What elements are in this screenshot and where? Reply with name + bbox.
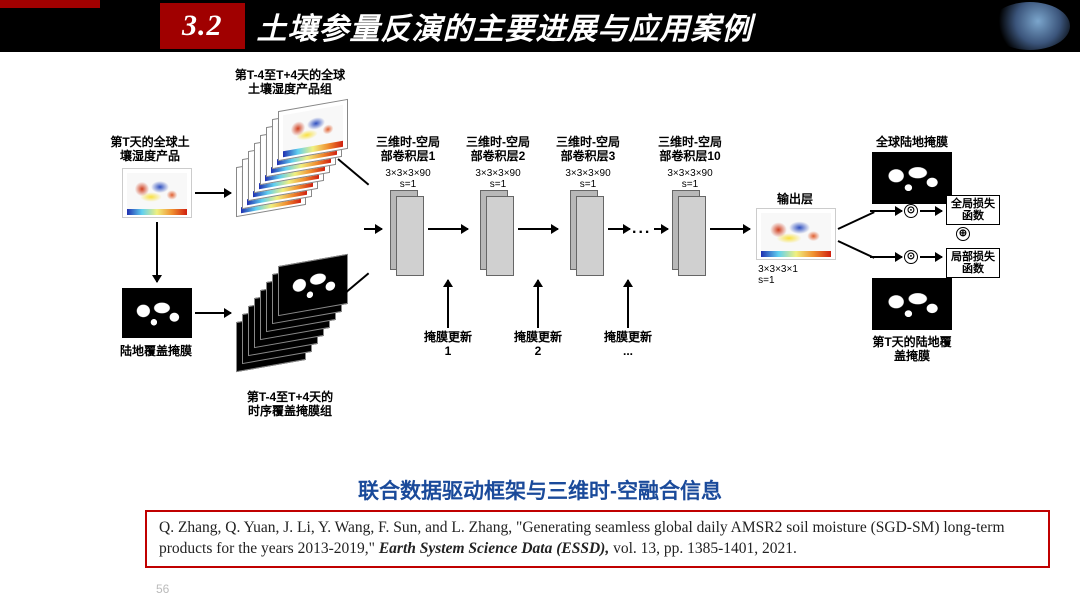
arrow-dots-c10 <box>654 228 668 230</box>
diagram-subtitle: 联合数据驱动框架与三维时-空融合信息 <box>0 475 1080 505</box>
conv10-dim: 3×3×3×90 s=1 <box>667 168 712 190</box>
arrow-c2-c3 <box>518 228 558 230</box>
arrow-to-stack-bottom <box>195 312 231 314</box>
mask-update-2: 掩膜更新 2 <box>514 330 562 359</box>
stack-top-label: 第T-4至T+4天的全球 土壤湿度产品组 <box>235 68 345 97</box>
arrow-to-op1 <box>870 210 902 212</box>
conv2-dim: 3×3×3×90 s=1 <box>475 168 520 190</box>
conv2-block <box>480 190 514 280</box>
loss-local-box: 局部损失 函数 <box>946 248 1000 278</box>
arrow-op1-to-loss <box>920 210 942 212</box>
global-mask-label: 全球陆地掩膜 <box>876 135 948 149</box>
stack-bottom-label: 第T-4至T+4天的 时序覆盖掩膜组 <box>247 390 333 419</box>
conv1-block <box>390 190 424 280</box>
arrow-mask1 <box>447 280 449 328</box>
output-dim: 3×3×3×1 s=1 <box>758 264 798 286</box>
citation-journal: Earth System Science Data (ESSD), <box>379 540 609 557</box>
op-global: ⊙ <box>904 204 918 218</box>
planet-icon <box>990 2 1070 50</box>
arrow-c3-dots <box>608 228 630 230</box>
mask-update-1: 掩膜更新 1 <box>424 330 472 359</box>
conv10-title: 三维时-空局 部卷积层10 <box>658 135 722 164</box>
arrow-c10-out <box>710 228 750 230</box>
tday-mask-label: 第T天的陆地覆 盖掩膜 <box>872 335 951 364</box>
input-bottom-label: 陆地覆盖掩膜 <box>120 344 192 358</box>
split-line-up <box>838 211 875 230</box>
conv3-title: 三维时-空局 部卷积层3 <box>556 135 620 164</box>
citation-volpages: vol. 13, pp. 1385-1401, 2021. <box>613 540 797 557</box>
input-mask-map <box>122 288 192 338</box>
citation-authors: Q. Zhang, Q. Yuan, J. Li, Y. Wang, F. Su… <box>159 519 512 536</box>
op-plus: ⊕ <box>956 227 970 241</box>
arrow-merge <box>364 228 382 230</box>
conv2-title: 三维时-空局 部卷积层2 <box>466 135 530 164</box>
section-number-badge: 3.2 <box>160 3 245 49</box>
loss-global-box: 全局损失 函数 <box>946 195 1000 225</box>
arrow-top-to-mask <box>156 222 158 282</box>
input-worldmap <box>122 168 192 218</box>
slide-header: 3.2 土壤参量反演的主要进展与应用案例 <box>0 0 1080 52</box>
arrow-mask2 <box>537 280 539 328</box>
conv10-block <box>672 190 706 280</box>
op-local: ⊙ <box>904 250 918 264</box>
output-worldmap <box>756 208 836 260</box>
conv3-block <box>570 190 604 280</box>
input-top-label: 第T天的全球土 壤湿度产品 <box>110 135 189 164</box>
arrow-c1-c2 <box>428 228 468 230</box>
slide-title: 土壤参量反演的主要进展与应用案例 <box>257 4 753 48</box>
tday-mask-map <box>872 278 952 330</box>
worldmap-stack <box>236 105 346 225</box>
arrow-to-op2 <box>870 256 902 258</box>
output-title: 输出层 <box>777 192 813 206</box>
conv3-dim: 3×3×3×90 s=1 <box>565 168 610 190</box>
ellipsis-dots: ... <box>632 220 651 238</box>
conv1-title: 三维时-空局 部卷积层1 <box>376 135 440 164</box>
citation-box: Q. Zhang, Q. Yuan, J. Li, Y. Wang, F. Su… <box>145 510 1050 568</box>
arrow-to-stack-top <box>195 192 231 194</box>
global-mask-map <box>872 152 952 204</box>
header-accent-bar <box>0 0 100 8</box>
arrow-op2-to-loss <box>920 256 942 258</box>
mask-update-3: 掩膜更新 ... <box>604 330 652 359</box>
arrow-mask3 <box>627 280 629 328</box>
mask-stack <box>236 260 346 380</box>
architecture-diagram: 第T天的全球土 壤湿度产品 陆地覆盖掩膜 第T-4至T+4天的全球 土壤湿度产品… <box>0 60 1080 460</box>
page-number: 56 <box>156 582 169 596</box>
conv1-dim: 3×3×3×90 s=1 <box>385 168 430 190</box>
